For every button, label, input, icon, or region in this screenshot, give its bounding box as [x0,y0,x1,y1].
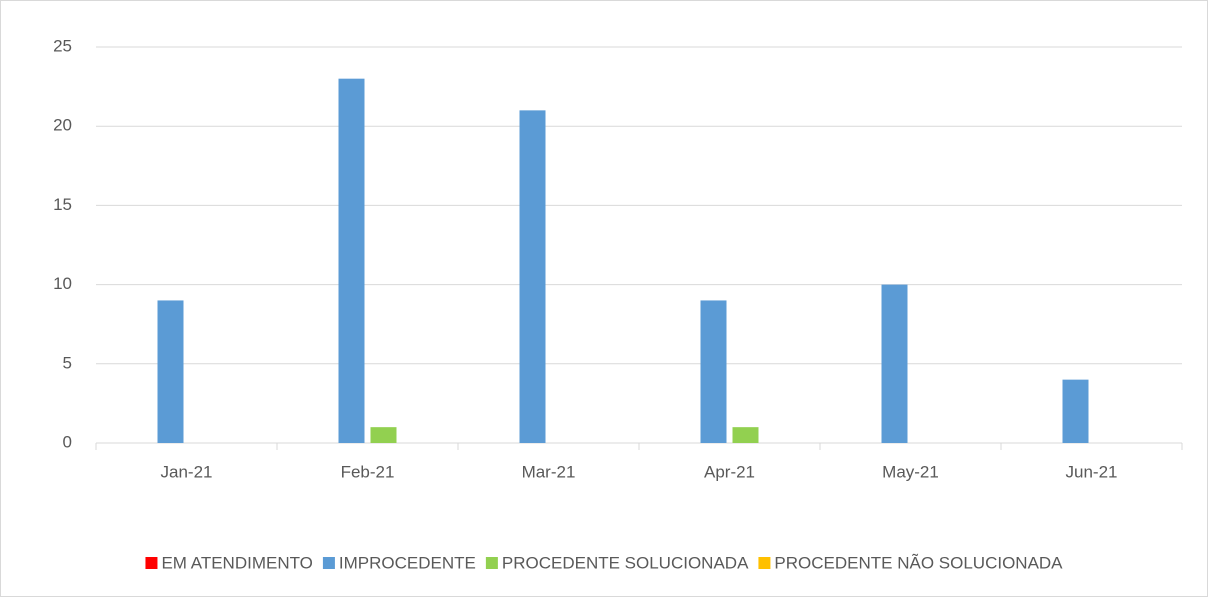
legend-label: IMPROCEDENTE [339,553,476,572]
x-tick-label: Jan-21 [161,462,213,481]
x-tick-label: Feb-21 [341,462,395,481]
x-tick-label: Mar-21 [522,462,576,481]
bar [732,427,759,443]
y-tick-label: 15 [53,195,72,214]
legend-label: EM ATENDIMENTO [161,553,312,572]
legend-swatch [145,557,158,569]
legend-label: PROCEDENTE SOLUCIONADA [502,553,749,572]
legend-swatch [322,557,335,569]
bar [338,78,365,444]
bar [1062,379,1089,443]
bar [370,427,397,443]
x-tick-label: May-21 [882,462,939,481]
x-tick-label: Apr-21 [704,462,755,481]
y-tick-label: 20 [53,116,72,135]
y-tick-label: 25 [53,36,72,55]
legend-swatch [485,557,498,569]
bar [157,300,184,443]
y-tick-label: 5 [63,353,72,372]
y-tick-label: 0 [63,432,72,451]
bar [519,110,546,444]
legend-swatch [758,557,771,569]
y-tick-label: 10 [53,274,72,293]
legend-label: PROCEDENTE NÃO SOLUCIONADA [774,553,1063,572]
x-tick-label: Jun-21 [1066,462,1118,481]
bar [700,300,727,443]
bar [881,284,908,443]
